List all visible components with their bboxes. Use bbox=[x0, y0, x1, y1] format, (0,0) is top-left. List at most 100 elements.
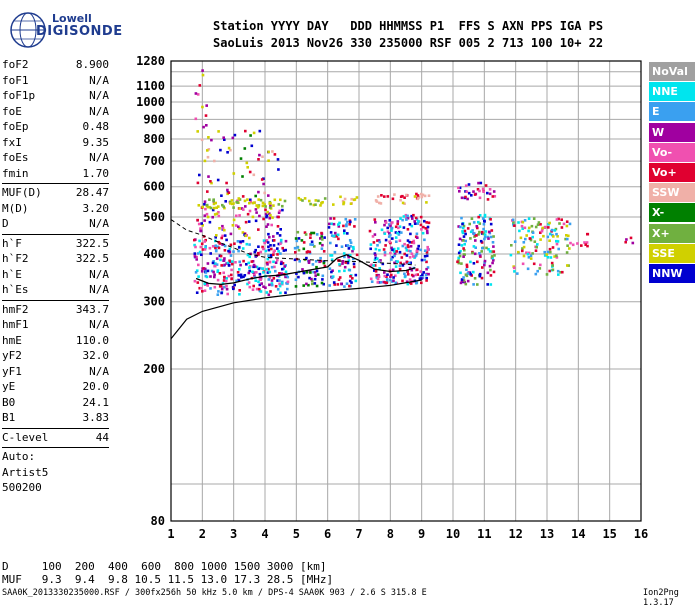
echo-point bbox=[208, 220, 212, 224]
echo-point bbox=[204, 114, 208, 117]
echo-point bbox=[402, 226, 406, 229]
echo-point bbox=[411, 217, 414, 220]
echo-point bbox=[420, 228, 423, 231]
echo-point bbox=[248, 243, 251, 246]
echo-point bbox=[410, 273, 414, 277]
echo-point bbox=[203, 289, 207, 292]
echo-point bbox=[232, 172, 236, 175]
echo-point bbox=[487, 237, 490, 240]
echo-point bbox=[425, 221, 428, 224]
echo-point bbox=[464, 239, 467, 243]
echo-point bbox=[244, 205, 247, 208]
param-row: foF1 N/A bbox=[2, 73, 109, 89]
echo-point bbox=[203, 240, 206, 243]
echo-point bbox=[255, 211, 258, 214]
echo-point bbox=[550, 228, 554, 232]
echo-point bbox=[395, 250, 398, 253]
echo-point bbox=[352, 257, 355, 261]
echo-point bbox=[580, 244, 583, 247]
param-value: 28.47 bbox=[75, 186, 109, 199]
echo-point bbox=[344, 261, 348, 264]
echo-point bbox=[212, 206, 216, 210]
echo-point bbox=[309, 236, 312, 239]
echo-point bbox=[404, 246, 408, 250]
echo-point bbox=[276, 225, 280, 228]
echo-point bbox=[206, 205, 210, 209]
echo-point bbox=[267, 159, 270, 162]
echo-point bbox=[472, 262, 476, 265]
echo-point bbox=[234, 261, 237, 264]
echo-point bbox=[585, 241, 589, 244]
echo-point bbox=[337, 225, 341, 228]
parameter-panel: foF2 8.900 foF1 N/A foF1p N/A foE N/A foEp 0.48 fx… bbox=[2, 57, 109, 496]
echo-point bbox=[254, 208, 258, 211]
echo-point bbox=[388, 240, 391, 244]
echo-point bbox=[304, 233, 308, 236]
echo-point bbox=[422, 225, 425, 229]
echo-point bbox=[229, 200, 232, 204]
echo-point bbox=[402, 215, 406, 218]
x-tick-label: 3 bbox=[230, 527, 237, 541]
echo-point bbox=[211, 208, 215, 212]
echo-point bbox=[383, 232, 387, 235]
legend-item: X- bbox=[649, 203, 695, 223]
echo-point bbox=[463, 243, 466, 246]
echo-point bbox=[406, 244, 410, 247]
echo-point bbox=[345, 224, 348, 228]
echo-point bbox=[337, 237, 340, 241]
echo-point bbox=[348, 268, 352, 272]
echo-point bbox=[481, 246, 484, 250]
echo-point bbox=[269, 244, 272, 247]
separator bbox=[2, 183, 109, 184]
echo-point bbox=[479, 181, 483, 185]
echo-point bbox=[416, 236, 419, 239]
echo-point bbox=[282, 249, 286, 252]
echo-point bbox=[225, 284, 228, 288]
echo-point bbox=[529, 238, 533, 242]
echo-point bbox=[425, 260, 428, 264]
echo-point bbox=[419, 215, 423, 219]
echo-point bbox=[332, 234, 336, 238]
x-tick-label: 5 bbox=[293, 527, 300, 541]
echo-point bbox=[513, 270, 516, 273]
echo-point bbox=[394, 225, 398, 229]
echo-point bbox=[258, 153, 261, 157]
param-value: 1.70 bbox=[82, 166, 110, 180]
legend-item: SSE bbox=[649, 243, 695, 263]
echo-point bbox=[528, 237, 532, 240]
echo-point bbox=[459, 249, 462, 253]
echo-point bbox=[388, 219, 392, 222]
echo-point bbox=[478, 230, 481, 234]
echo-point bbox=[349, 220, 352, 224]
echo-point bbox=[315, 284, 319, 288]
echo-point bbox=[543, 254, 547, 257]
echo-point bbox=[238, 268, 241, 271]
echo-point bbox=[353, 218, 357, 221]
param-value: N/A bbox=[89, 89, 109, 102]
y-tick-label: 1280 bbox=[136, 54, 165, 68]
param-value: N/A bbox=[89, 283, 109, 296]
echo-point bbox=[203, 248, 207, 251]
echo-point bbox=[245, 161, 249, 165]
echo-point bbox=[462, 247, 465, 250]
echo-point bbox=[280, 282, 284, 285]
echo-point bbox=[568, 247, 571, 250]
echo-point bbox=[521, 227, 524, 230]
echo-point bbox=[527, 251, 531, 255]
echo-point bbox=[483, 233, 487, 236]
echo-point bbox=[525, 234, 528, 237]
echo-point bbox=[255, 204, 258, 207]
y-tick-label: 300 bbox=[143, 295, 165, 309]
echo-point bbox=[398, 267, 402, 271]
echo-point bbox=[254, 194, 257, 198]
echo-point bbox=[476, 226, 479, 230]
echo-point bbox=[583, 241, 586, 244]
echo-point bbox=[283, 265, 286, 268]
echo-point bbox=[265, 261, 269, 265]
echo-point bbox=[228, 259, 231, 263]
echo-point bbox=[194, 245, 197, 249]
echo-point bbox=[253, 265, 257, 268]
echo-point bbox=[343, 231, 346, 235]
echo-point bbox=[209, 180, 212, 183]
